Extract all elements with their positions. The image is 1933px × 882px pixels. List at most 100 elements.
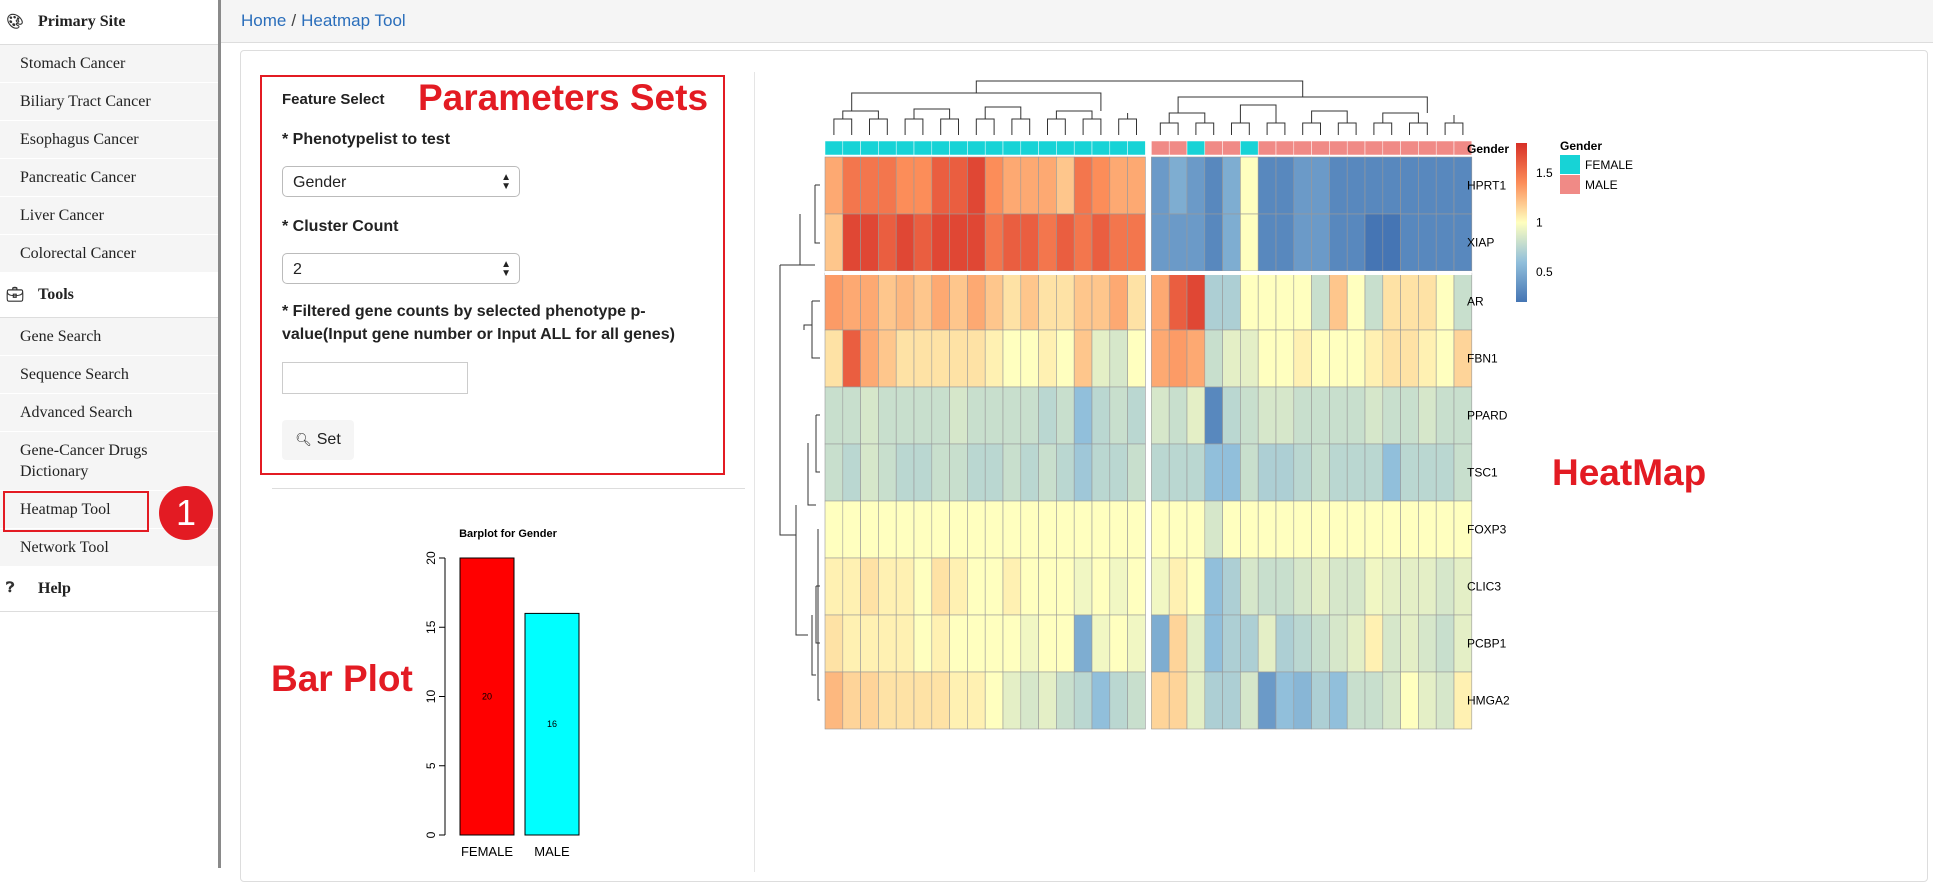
heatmap-cell bbox=[1435, 329, 1455, 388]
heatmap-chart: Gender HPRT1 XIAP AR FBN1 PPARD TSC1 FOXP3 CLIC3… bbox=[779, 80, 1633, 730]
heatmap-cell bbox=[1275, 329, 1295, 388]
heatmap-cell bbox=[1168, 272, 1188, 331]
set-button[interactable]: 🔍︎ Set bbox=[282, 420, 354, 460]
heatmap-cell bbox=[1382, 272, 1401, 331]
heatmap-cell bbox=[1186, 272, 1206, 331]
sidebar-item-pancreatic-cancer[interactable]: Pancreatic Cancer bbox=[0, 159, 218, 197]
heatmap-cell bbox=[1222, 614, 1241, 673]
heatmap-cell bbox=[1240, 386, 1259, 445]
heatmap-cell bbox=[1382, 671, 1401, 730]
heatmap-annotation-cell bbox=[967, 140, 986, 156]
heatmap-column-dendrogram-branch bbox=[1444, 122, 1464, 135]
selected-item-highlight bbox=[3, 491, 149, 532]
heatmap-cell bbox=[878, 272, 897, 331]
heatmap-cell bbox=[1020, 671, 1039, 730]
sidebar-item-heatmap-tool[interactable]: Heatmap Tool bbox=[0, 491, 218, 529]
heatmap-cell bbox=[824, 614, 844, 673]
heatmap-cell bbox=[1127, 671, 1146, 730]
heatmap-annotation-cell bbox=[1056, 140, 1075, 156]
heatmap-cell bbox=[1364, 557, 1384, 616]
heatmap-row-label: AR bbox=[1467, 295, 1484, 309]
heatmap-row-label: FOXP3 bbox=[1467, 523, 1507, 537]
heatmap-annotation-cell bbox=[1091, 140, 1111, 156]
heatmap-cell bbox=[1056, 272, 1075, 331]
sidebar-item-biliary-tract-cancer[interactable]: Biliary Tract Cancer bbox=[0, 83, 218, 121]
sidebar-item-network-tool[interactable]: Network Tool bbox=[0, 529, 218, 567]
heatmap-cell bbox=[1002, 443, 1022, 502]
heatmap-cell bbox=[1400, 500, 1419, 559]
heatmap-cell bbox=[1382, 557, 1401, 616]
heatmap-cell bbox=[1364, 500, 1384, 559]
heatmap-legend-label: MALE bbox=[1585, 178, 1618, 192]
set-button-label: Set bbox=[316, 431, 341, 448]
heatmap-cell bbox=[1418, 614, 1437, 673]
phenotype-select[interactable]: Gender ▲ ▼ bbox=[282, 166, 520, 197]
heatmap-cell bbox=[1056, 213, 1075, 272]
heatmap-cell bbox=[1073, 213, 1093, 272]
heatmap-cell bbox=[1151, 213, 1170, 272]
sidebar-item-sequence-search[interactable]: Sequence Search bbox=[0, 356, 218, 394]
panel-divider bbox=[754, 72, 755, 872]
heatmap-cell bbox=[1293, 272, 1312, 331]
heatmap-cell bbox=[913, 671, 933, 730]
heatmap-cell bbox=[842, 443, 861, 502]
heatmap-column-dendrogram-branch bbox=[869, 118, 888, 135]
heatmap-cell bbox=[895, 443, 915, 502]
filter-gene-count-input[interactable] bbox=[282, 362, 468, 394]
heatmap-color-scale-tick: 1.5 bbox=[1536, 166, 1553, 180]
sidebar-item-gene-cancer-drugs-dictionary[interactable]: Gene-Cancer Drugs Dictionary bbox=[0, 432, 180, 491]
heatmap-cell bbox=[913, 500, 933, 559]
cluster-count-select[interactable]: 2 ▲ ▼ bbox=[282, 253, 520, 284]
heatmap-cell bbox=[1435, 614, 1455, 673]
heatmap-cell bbox=[1204, 329, 1223, 388]
heatmap-cell bbox=[1293, 500, 1312, 559]
heatmap-cell bbox=[1222, 272, 1241, 331]
heatmap-column-dendrogram-branch bbox=[913, 108, 951, 119]
sidebar-section-help[interactable]: ❓︎ Help bbox=[0, 567, 218, 612]
heatmap-cell bbox=[967, 443, 986, 502]
sidebar-item-liver-cancer[interactable]: Liver Cancer bbox=[0, 197, 218, 235]
select-arrows-icon: ▲ ▼ bbox=[501, 172, 511, 192]
heatmap-cell bbox=[842, 500, 861, 559]
sidebar-item-colorectal-cancer[interactable]: Colorectal Cancer bbox=[0, 235, 218, 273]
heatmap-annotation-cell bbox=[913, 140, 933, 156]
heatmap-cell bbox=[1257, 156, 1277, 215]
heatmap-cell bbox=[1346, 557, 1366, 616]
sidebar-item-advanced-search[interactable]: Advanced Search bbox=[0, 394, 218, 432]
heatmap-cell bbox=[1186, 386, 1206, 445]
heatmap-cell bbox=[1091, 386, 1111, 445]
heatmap-cell bbox=[1382, 386, 1401, 445]
heatmap-cell bbox=[967, 500, 986, 559]
heatmap-cell bbox=[1275, 557, 1295, 616]
heatmap-cell bbox=[1168, 614, 1188, 673]
heatmap-cell bbox=[1127, 500, 1146, 559]
heatmap-cell bbox=[1400, 386, 1419, 445]
heatmap-column-dendrogram-branch bbox=[1231, 122, 1250, 135]
sidebar-item-gene-search[interactable]: Gene Search bbox=[0, 318, 218, 356]
breadcrumb: Home / Heatmap Tool bbox=[221, 0, 1933, 43]
heatmap-cell bbox=[984, 557, 1004, 616]
barplot-y-tick-label: 5 bbox=[424, 762, 438, 769]
heatmap-cell bbox=[1073, 386, 1093, 445]
heatmap-cell bbox=[824, 386, 844, 445]
breadcrumb-home-link[interactable]: Home bbox=[241, 11, 287, 30]
sidebar-item-esophagus-cancer[interactable]: Esophagus Cancer bbox=[0, 121, 218, 159]
heatmap-cell bbox=[1073, 272, 1093, 331]
heatmap-cell bbox=[1168, 213, 1188, 272]
breadcrumb-current[interactable]: Heatmap Tool bbox=[301, 11, 406, 30]
heatmap-annotation-cell bbox=[949, 140, 968, 156]
sidebar-item-stomach-cancer[interactable]: Stomach Cancer bbox=[0, 45, 218, 83]
sidebar-section-primary-site[interactable]: 🎨︎ Primary Site bbox=[0, 0, 218, 45]
heatmap-cell bbox=[1329, 500, 1348, 559]
heatmap-cell bbox=[1222, 671, 1241, 730]
heatmap-cell bbox=[1020, 500, 1039, 559]
heatmap-cell bbox=[1038, 557, 1057, 616]
sidebar-section-tools[interactable]: 💼︎ Tools bbox=[0, 273, 218, 318]
heatmap-cell bbox=[824, 443, 844, 502]
heatmap-cell bbox=[1020, 213, 1039, 272]
heatmap-cell bbox=[1400, 329, 1419, 388]
heatmap-cell bbox=[878, 557, 897, 616]
heatmap-cell bbox=[1329, 213, 1348, 272]
heatmap-cell bbox=[1346, 329, 1366, 388]
heatmap-cell bbox=[1346, 614, 1366, 673]
